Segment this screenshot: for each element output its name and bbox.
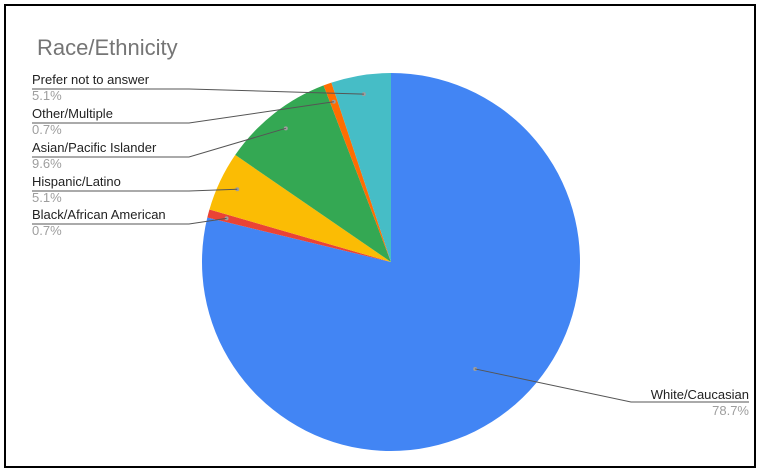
pie-slices	[202, 73, 580, 451]
slice-label-hispanic-latino: Hispanic/Latino	[32, 174, 121, 189]
slice-value-white-caucasian: 78.7%	[712, 403, 749, 418]
slice-label-white-caucasian: White/Caucasian	[651, 387, 749, 402]
slice-label-prefer-not-to-answer: Prefer not to answer	[32, 72, 150, 87]
slice-value-asian-pacific-islander: 9.6%	[32, 156, 62, 171]
slice-label-black-african-american: Black/African American	[32, 207, 166, 222]
slice-value-other-multiple: 0.7%	[32, 122, 62, 137]
slice-label-asian-pacific-islander: Asian/Pacific Islander	[32, 140, 157, 155]
slice-value-black-african-american: 0.7%	[32, 223, 62, 238]
leader-line-hispanic-latino	[32, 189, 237, 191]
slice-value-prefer-not-to-answer: 5.1%	[32, 88, 62, 103]
slice-label-other-multiple: Other/Multiple	[32, 106, 113, 121]
slice-value-hispanic-latino: 5.1%	[32, 190, 62, 205]
